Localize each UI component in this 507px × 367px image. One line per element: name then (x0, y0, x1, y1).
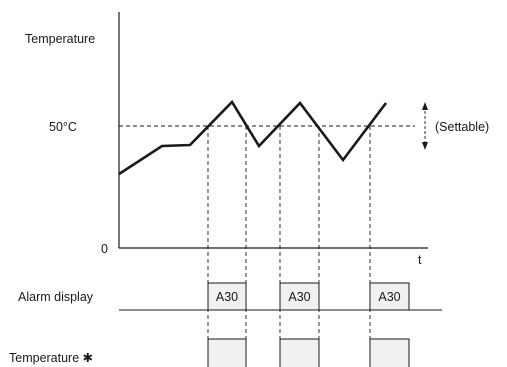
threshold-label: 50°C (49, 120, 77, 134)
event-guide-lines (207, 126, 371, 367)
output-box-3 (369, 338, 410, 367)
alarm-row-label: Alarm display (18, 290, 94, 304)
alarm-code-1: A30 (216, 290, 238, 304)
output-row-label: Temperature ✱ (9, 351, 93, 365)
alarm-box-1 (207, 282, 247, 311)
alarm-code-3: A30 (378, 290, 400, 304)
output-box-1 (207, 338, 247, 367)
settable-label: (Settable) (435, 120, 489, 134)
output-box-2 (279, 338, 320, 367)
temperature-curve (118, 99, 388, 176)
settable-arrow (422, 102, 428, 150)
y-axis-label: Temperature (25, 32, 95, 46)
alarm-code-2: A30 (288, 290, 310, 304)
x-axis-label: t (418, 253, 422, 267)
origin-label: 0 (101, 242, 108, 256)
alarm-box-2 (279, 282, 320, 311)
alarm-box-3 (369, 282, 410, 311)
